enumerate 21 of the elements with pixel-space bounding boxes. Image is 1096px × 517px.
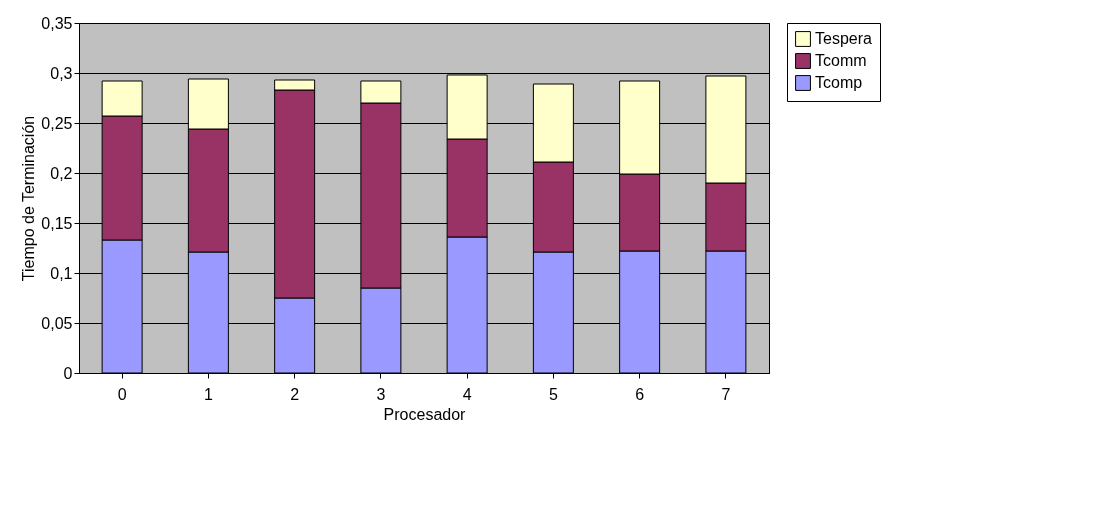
x-tick-label: 5 [548, 385, 558, 403]
legend-label: Tespera [815, 30, 873, 47]
y-tick-label: 0 [63, 364, 73, 382]
x-tick-label: 7 [721, 385, 731, 403]
y-tick-label: 0,2 [50, 164, 73, 182]
x-tick-label: 4 [462, 385, 472, 403]
legend-label: Tcomp [815, 74, 863, 91]
x-tick-label: 3 [376, 385, 386, 403]
legend-label: Tcomm [815, 52, 867, 69]
y-axis-title: Tiempo de Terminación [20, 115, 38, 282]
x-tick-label: 2 [290, 385, 300, 403]
y-tick-label: 0,05 [41, 314, 73, 332]
y-tick-label: 0,25 [41, 114, 73, 132]
y-tick-label: 0,3 [50, 64, 73, 82]
y-tick-label: 0,1 [50, 264, 73, 282]
x-tick-label: 6 [635, 385, 645, 403]
y-tick-label: 0,15 [41, 214, 73, 232]
x-axis-title: Procesador [383, 405, 467, 423]
y-tick-label: 0,35 [41, 14, 73, 32]
x-tick-label: 1 [203, 385, 213, 403]
x-tick-label: 0 [117, 385, 127, 403]
